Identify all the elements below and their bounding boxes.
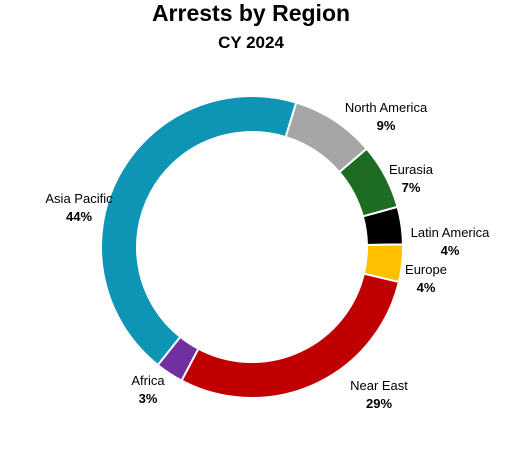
slice-value-africa: 3% bbox=[139, 391, 158, 406]
slice-asia-pacific bbox=[100, 95, 298, 367]
donut-slices bbox=[100, 95, 404, 399]
slice-value-near-east: 29% bbox=[366, 396, 392, 411]
slice-label-europe: Europe bbox=[405, 262, 447, 277]
slice-value-asia-pacific: 44% bbox=[66, 209, 92, 224]
slice-value-europe: 4% bbox=[417, 280, 436, 295]
slice-label-eurasia: Eurasia bbox=[389, 162, 434, 177]
slice-labels: North America 9% Eurasia 7% Latin America 4% E… bbox=[45, 100, 490, 411]
slice-label-near-east: Near East bbox=[350, 378, 408, 393]
slice-label-north-america: North America bbox=[345, 100, 428, 115]
slice-value-north-america: 9% bbox=[377, 118, 396, 133]
chart-title: Arrests by Region bbox=[152, 0, 350, 26]
slice-value-latin-america: 4% bbox=[441, 243, 460, 258]
chart-subtitle: CY 2024 bbox=[218, 33, 284, 52]
slice-value-eurasia: 7% bbox=[402, 180, 421, 195]
slice-label-latin-america: Latin America bbox=[411, 225, 491, 240]
slice-label-africa: Africa bbox=[131, 373, 165, 388]
slice-label-asia-pacific: Asia Pacific bbox=[45, 191, 113, 206]
